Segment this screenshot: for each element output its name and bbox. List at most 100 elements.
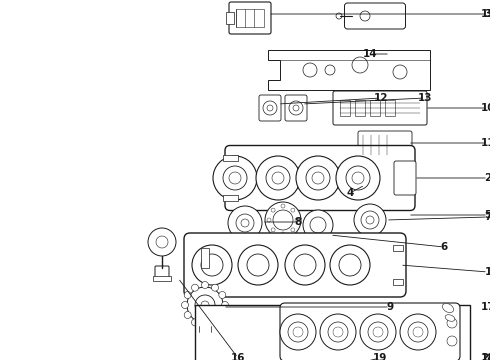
Text: 13: 13 [418, 93, 432, 103]
Ellipse shape [442, 303, 454, 312]
Text: 16: 16 [231, 353, 245, 360]
Circle shape [354, 204, 386, 236]
FancyBboxPatch shape [358, 131, 412, 159]
Circle shape [201, 282, 209, 288]
Circle shape [293, 327, 303, 337]
Circle shape [256, 156, 300, 200]
Circle shape [219, 292, 226, 298]
Circle shape [339, 254, 361, 276]
Circle shape [408, 322, 428, 342]
Circle shape [238, 245, 278, 285]
Text: 8: 8 [294, 217, 302, 227]
Circle shape [212, 284, 219, 291]
Bar [222, 195, 238, 201]
Circle shape [212, 319, 219, 326]
Circle shape [288, 322, 308, 342]
FancyBboxPatch shape [229, 2, 271, 34]
Circle shape [263, 101, 277, 115]
Text: 3: 3 [485, 9, 490, 19]
Circle shape [289, 101, 303, 115]
Polygon shape [268, 50, 430, 90]
Circle shape [156, 236, 168, 248]
Text: 12: 12 [374, 93, 388, 103]
Circle shape [281, 232, 285, 236]
Circle shape [447, 318, 457, 328]
Circle shape [271, 208, 275, 212]
Text: 17: 17 [481, 302, 490, 312]
Circle shape [336, 156, 380, 200]
Circle shape [195, 295, 215, 315]
Circle shape [360, 11, 370, 21]
Bar [340, 100, 350, 116]
Circle shape [192, 284, 198, 291]
Text: 5: 5 [485, 210, 490, 220]
FancyBboxPatch shape [280, 303, 460, 360]
Circle shape [360, 314, 396, 350]
Bar [222, 155, 238, 161]
Circle shape [393, 65, 407, 79]
FancyBboxPatch shape [394, 161, 416, 195]
Text: 7: 7 [484, 212, 490, 222]
Text: 9: 9 [387, 302, 393, 312]
Bar [197, 326, 213, 332]
Text: 18: 18 [481, 353, 490, 360]
Circle shape [447, 336, 457, 346]
Text: 4: 4 [346, 188, 354, 198]
Circle shape [303, 63, 317, 77]
Bar [195, 305, 470, 360]
Circle shape [219, 311, 226, 319]
Bar [226, 12, 234, 24]
Text: 2: 2 [485, 173, 490, 183]
Text: 10: 10 [481, 103, 490, 113]
Circle shape [229, 172, 241, 184]
Circle shape [328, 322, 348, 342]
Circle shape [273, 210, 293, 230]
Circle shape [336, 13, 342, 19]
Text: 11: 11 [481, 138, 490, 148]
Circle shape [400, 314, 436, 350]
Text: 1: 1 [485, 267, 490, 277]
Circle shape [366, 216, 374, 224]
Text: 20: 20 [481, 353, 490, 360]
Bar [393, 279, 403, 285]
Circle shape [346, 166, 370, 190]
Circle shape [184, 311, 191, 319]
Circle shape [294, 254, 316, 276]
Bar [201, 248, 209, 268]
Bar [385, 100, 395, 116]
Circle shape [247, 254, 269, 276]
FancyBboxPatch shape [155, 266, 169, 278]
Circle shape [293, 105, 299, 111]
Bar [153, 275, 171, 280]
Circle shape [267, 218, 271, 222]
Circle shape [236, 214, 254, 232]
Circle shape [320, 314, 356, 350]
Circle shape [266, 166, 290, 190]
Circle shape [352, 172, 364, 184]
Circle shape [280, 314, 316, 350]
Circle shape [201, 254, 223, 276]
Circle shape [310, 217, 326, 233]
Circle shape [330, 245, 370, 285]
Circle shape [303, 210, 333, 240]
Circle shape [296, 156, 340, 200]
Circle shape [312, 172, 324, 184]
Circle shape [368, 322, 388, 342]
Circle shape [213, 156, 257, 200]
Circle shape [148, 228, 176, 256]
Circle shape [187, 287, 223, 323]
Circle shape [201, 301, 209, 309]
Circle shape [192, 245, 232, 285]
Circle shape [228, 206, 262, 240]
Text: 6: 6 [441, 242, 448, 252]
FancyBboxPatch shape [333, 91, 427, 125]
Circle shape [241, 219, 249, 227]
Bar [393, 245, 403, 251]
Circle shape [271, 228, 275, 232]
Circle shape [281, 204, 285, 208]
Text: 15: 15 [481, 9, 490, 19]
Circle shape [325, 65, 335, 75]
Circle shape [221, 302, 228, 309]
Circle shape [352, 57, 368, 73]
Circle shape [181, 302, 189, 309]
